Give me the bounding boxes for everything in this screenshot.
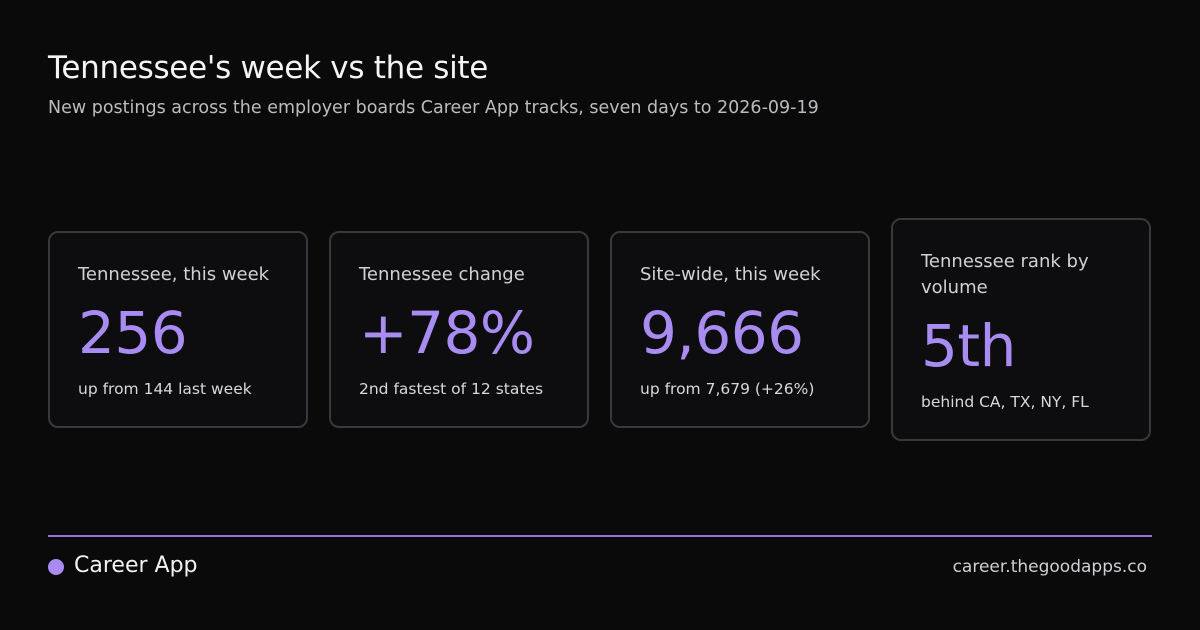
stat-label: Tennessee rank by volume xyxy=(921,251,1089,298)
stat-label: Tennessee change xyxy=(359,264,525,285)
stat-value: 256 xyxy=(78,299,188,367)
brand-dot xyxy=(48,559,64,575)
stat-note: up from 7,679 (+26%) xyxy=(640,380,815,398)
stat-card: Site-wide, this week 9,666 up from 7,679… xyxy=(610,231,870,428)
brand: Career App xyxy=(74,553,198,578)
footer-url: career.thegoodapps.co xyxy=(952,557,1147,577)
stat-value: 5th xyxy=(921,312,1016,380)
subtitle: New postings across the employer boards … xyxy=(48,98,819,118)
stat-note: behind CA, TX, NY, FL xyxy=(921,393,1089,411)
stat-label: Site-wide, this week xyxy=(640,264,821,285)
title: Tennessee's week vs the site xyxy=(48,50,489,86)
stat-card: Tennessee change +78% 2nd fastest of 12 … xyxy=(329,231,589,428)
stat-card: Tennessee rank by volume 5th behind CA, … xyxy=(891,218,1151,441)
stat-value: +78% xyxy=(359,299,535,367)
stat-row: Tennessee, this week 256 up from 144 las… xyxy=(48,216,1152,443)
stat-note: 2nd fastest of 12 states xyxy=(359,380,544,398)
footer-rule xyxy=(48,535,1152,537)
stat-label: Tennessee, this week xyxy=(78,264,270,285)
stat-note: up from 144 last week xyxy=(78,380,252,398)
stat-value: 9,666 xyxy=(640,299,804,367)
stat-card: Tennessee, this week 256 up from 144 las… xyxy=(48,231,308,428)
